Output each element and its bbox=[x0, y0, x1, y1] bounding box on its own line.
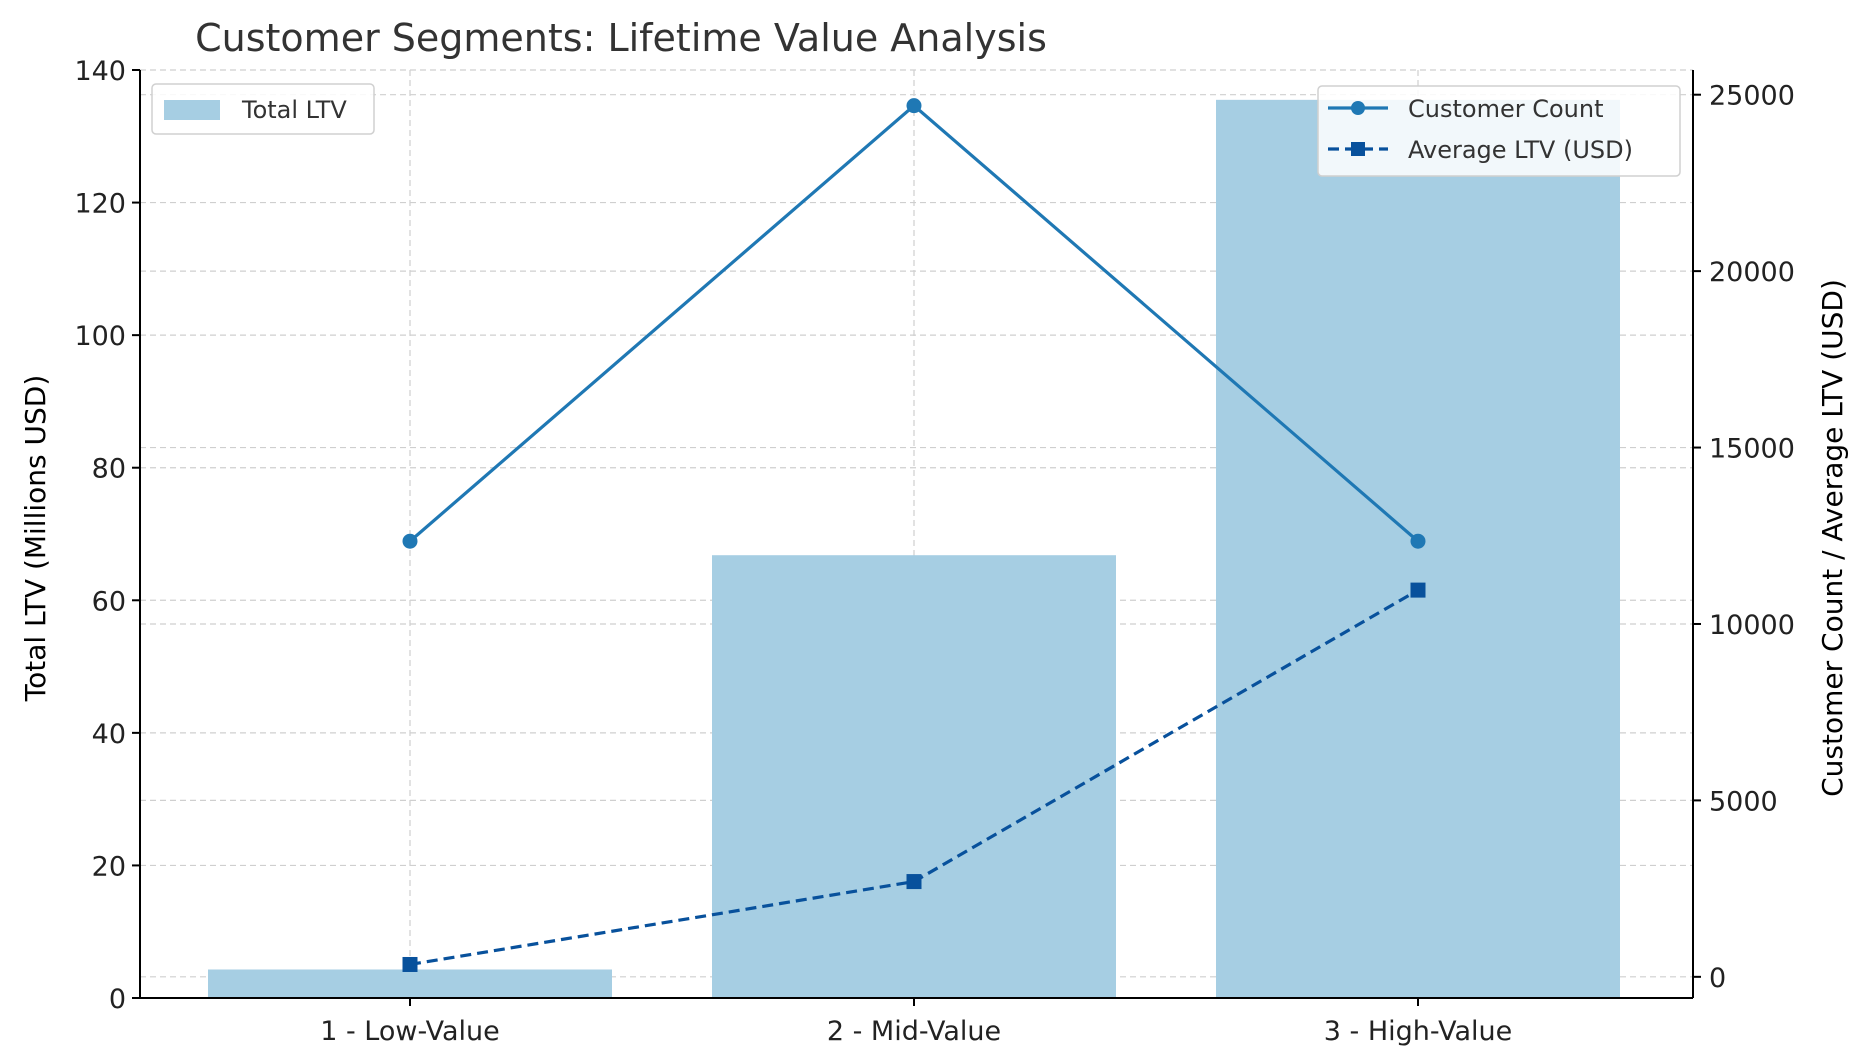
point-square bbox=[906, 874, 922, 890]
legend-marker-circle bbox=[1351, 101, 1365, 115]
right-tick-label: 25000 bbox=[1709, 81, 1795, 112]
x-tick-label: 1 - Low-Value bbox=[320, 1016, 500, 1047]
legend-frame bbox=[151, 83, 375, 135]
point-circle bbox=[402, 533, 418, 549]
left-tick-label: 100 bbox=[74, 321, 126, 352]
legend-swatch-bar bbox=[164, 100, 220, 120]
point-square bbox=[1410, 582, 1426, 598]
bar bbox=[712, 555, 1116, 998]
left-tick-label: 140 bbox=[74, 56, 126, 87]
legend-frame bbox=[1317, 85, 1681, 177]
legend-label: Average LTV (USD) bbox=[1408, 136, 1633, 164]
bar bbox=[208, 969, 612, 998]
left-tick-label: 80 bbox=[92, 454, 126, 485]
point-square bbox=[402, 956, 418, 972]
bar bbox=[1216, 99, 1620, 999]
legend-marker-square bbox=[1351, 142, 1365, 156]
bar-series bbox=[208, 99, 1620, 999]
left-tick-label: 40 bbox=[92, 719, 126, 750]
axes: 0 20 40 60 80 100 120 140 0 5000 10000 15000 20000 25… bbox=[74, 56, 1794, 1047]
left-tick-label: 60 bbox=[92, 586, 126, 617]
legend-bars: Total LTV bbox=[151, 83, 375, 135]
right-axis-label: Customer Count / Average LTV (USD) bbox=[1816, 279, 1849, 797]
legend-label: Customer Count bbox=[1408, 95, 1603, 123]
left-tick-label: 20 bbox=[92, 851, 126, 882]
x-tick-label: 3 - High-Value bbox=[1324, 1016, 1512, 1047]
legend-label: Total LTV bbox=[241, 96, 347, 124]
right-tick-label: 5000 bbox=[1709, 786, 1778, 817]
x-tick-label: 2 - Mid-Value bbox=[827, 1016, 1001, 1047]
right-tick-label: 15000 bbox=[1709, 434, 1795, 465]
point-circle bbox=[906, 98, 922, 114]
right-tick-label: 0 bbox=[1709, 963, 1726, 994]
left-axis-label: Total LTV (Millions USD) bbox=[19, 375, 52, 703]
chart-title: Customer Segments: Lifetime Value Analys… bbox=[195, 16, 1047, 60]
point-circle bbox=[1410, 533, 1426, 549]
legend-lines: Customer Count Average LTV (USD) bbox=[1317, 85, 1681, 177]
right-tick-label: 20000 bbox=[1709, 257, 1795, 288]
left-tick-label: 120 bbox=[74, 189, 126, 220]
line-series bbox=[402, 98, 1426, 972]
right-tick-label: 10000 bbox=[1709, 610, 1795, 641]
left-tick-label: 0 bbox=[109, 984, 126, 1015]
